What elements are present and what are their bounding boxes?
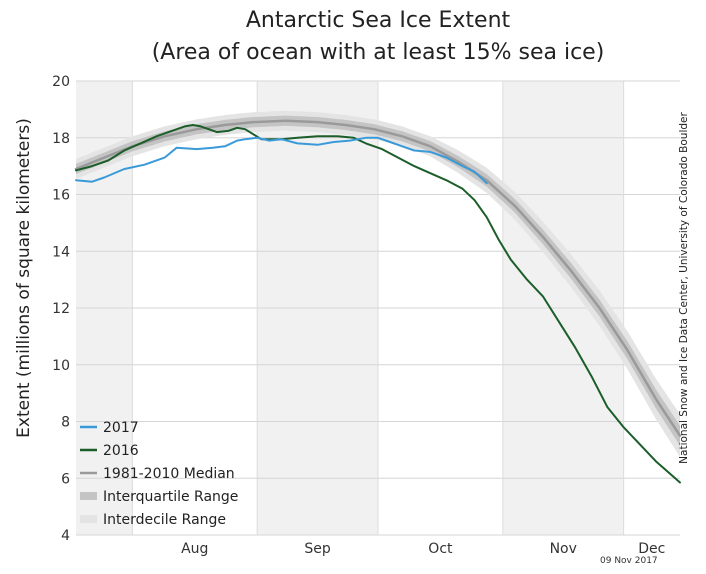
legend-label: 2017 <box>103 420 139 436</box>
y-tick-label: 18 <box>52 131 70 147</box>
x-tick-label: Nov <box>550 541 577 557</box>
legend-label: 2016 <box>103 443 139 459</box>
series-line-2017 <box>75 136 488 185</box>
y-tick-label: 16 <box>52 188 70 204</box>
y-tick-label: 10 <box>52 358 70 374</box>
date-stamp: 09 Nov 2017 <box>600 556 658 566</box>
y-tick-label: 4 <box>61 528 70 544</box>
y-axis-label: Extent (millions of square kilometers) <box>14 118 34 438</box>
y-tick-label: 6 <box>61 471 70 487</box>
x-tick-label: Aug <box>181 541 208 557</box>
legend-label: Interdecile Range <box>103 512 226 528</box>
legend-swatch <box>80 492 97 500</box>
x-tick-label: Sep <box>304 541 331 557</box>
band-interquartile-range <box>76 115 680 446</box>
credit-text: National Snow and Ice Data Center, Unive… <box>678 112 690 464</box>
y-tick-label: 20 <box>52 74 70 90</box>
chart-title: Antarctic Sea Ice Extent <box>245 8 511 33</box>
legend-swatch <box>80 515 97 523</box>
legend-label: Interquartile Range <box>103 489 238 505</box>
y-tick-label: 14 <box>52 244 70 260</box>
series-line-2016 <box>75 124 681 484</box>
y-tick-label: 12 <box>52 301 70 317</box>
chart-subtitle: (Area of ocean with at least 15% sea ice… <box>151 40 605 65</box>
x-tick-label: Oct <box>428 541 453 557</box>
series-line-1981-2010-median <box>74 119 682 437</box>
legend-label: 1981-2010 Median <box>103 466 235 482</box>
x-tick-label: Dec <box>638 541 665 557</box>
y-tick-label: 8 <box>61 415 70 431</box>
